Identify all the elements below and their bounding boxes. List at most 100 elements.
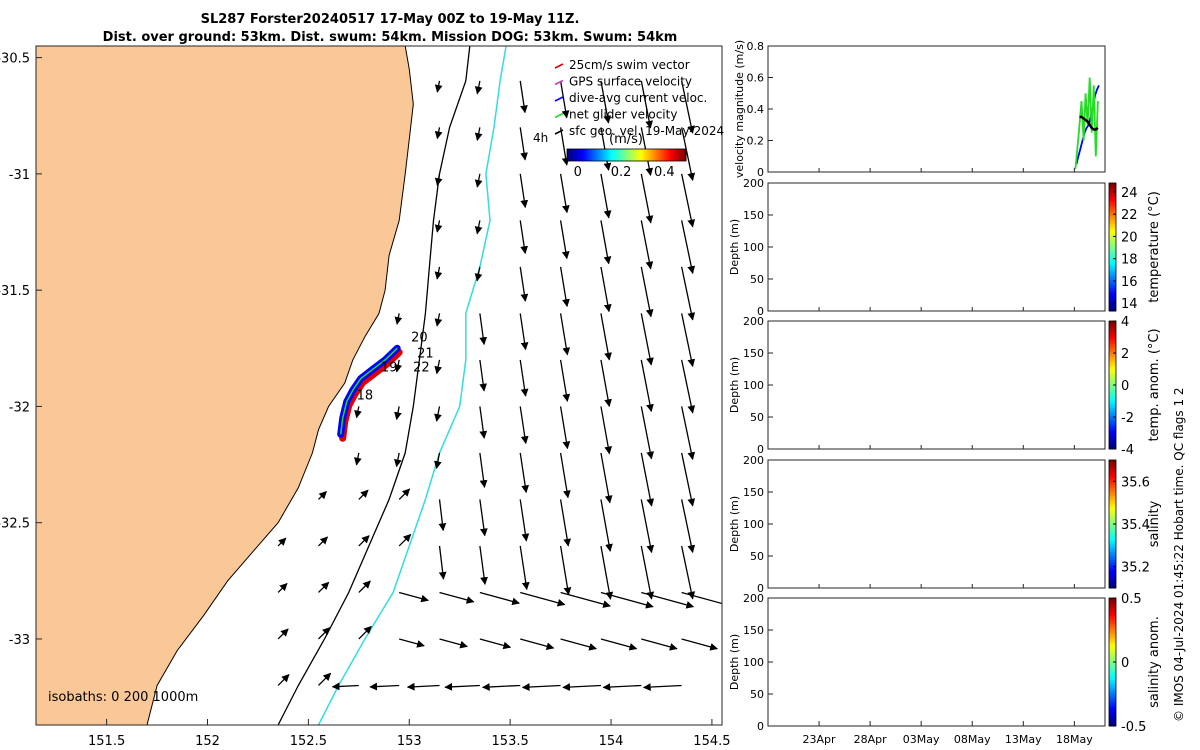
sfc-geo-vector xyxy=(600,80,612,124)
panel-colorbar-cell xyxy=(1109,554,1116,558)
panel-colorbar-cell xyxy=(1109,410,1116,414)
legend-entry: GPS surface velocity xyxy=(569,75,692,89)
sfc-geo-vector xyxy=(681,545,696,600)
map-colorbar-cell xyxy=(624,149,627,161)
panel-colorbar-cell xyxy=(1109,536,1116,540)
sfc-geo-vector xyxy=(519,127,528,161)
land-mass xyxy=(36,46,414,725)
depth-y-tick-label: 50 xyxy=(750,550,764,563)
panel-colorbar-cell xyxy=(1109,531,1116,535)
sfc-geo-vector xyxy=(519,80,528,114)
sfc-geo-vector xyxy=(681,638,718,651)
sfc-geo-vector xyxy=(681,313,696,368)
panel-colorbar-cell xyxy=(1109,567,1116,571)
panel-colorbar-cell xyxy=(1109,295,1116,299)
map-colorbar-cell xyxy=(586,149,590,161)
track-label-20: 20 xyxy=(411,330,428,345)
sfc-geo-vector xyxy=(358,625,372,640)
sfc-geo-vector xyxy=(434,127,443,140)
map-colorbar-cell xyxy=(604,149,608,161)
panel-colorbar-tick-label: 24 xyxy=(1121,186,1138,201)
sfc-geo-vector xyxy=(318,627,331,640)
panel-colorbar-cell xyxy=(1109,226,1116,230)
panel-colorbar-cell xyxy=(1109,628,1116,632)
sfc-geo-vector xyxy=(331,682,359,691)
sfc-geo-vector xyxy=(559,173,570,214)
panel-temperature-box xyxy=(767,182,1106,312)
panel-colorbar-cell xyxy=(1109,328,1116,332)
sfc-geo-vector xyxy=(640,545,655,600)
panel-colorbar-cell xyxy=(1109,262,1116,266)
panel-colorbar-cell xyxy=(1109,506,1116,510)
sfc-geo-vector xyxy=(438,499,447,532)
panel-colorbar-cell xyxy=(1109,275,1116,279)
sfc-geo-vector xyxy=(681,452,696,507)
panel-colorbar-cell xyxy=(1109,598,1116,602)
panel-colorbar-cell xyxy=(1109,387,1116,391)
panel-colorbar-cell xyxy=(1109,408,1116,412)
panel-colorbar-cell xyxy=(1109,423,1116,427)
map-colorbar-cell xyxy=(654,149,657,161)
velocity-series-line xyxy=(1075,85,1100,165)
panel-colorbar-cell xyxy=(1109,364,1116,368)
map-colorbar-cell xyxy=(668,149,671,161)
sfc-geo-vector xyxy=(519,220,529,255)
sfc-geo-vector xyxy=(318,490,327,500)
map-colorbar-cell xyxy=(576,149,580,161)
panel-colorbar-cell xyxy=(1109,651,1116,655)
panel-colorbar-cell xyxy=(1109,413,1116,417)
depth-y-tick-label: 200 xyxy=(743,177,764,190)
panel-colorbar-tick-label: -0.5 xyxy=(1121,720,1146,735)
depth-y-tick-label: 200 xyxy=(743,454,764,467)
velocity-series-line xyxy=(1074,77,1099,169)
sfc-geo-vector xyxy=(399,591,429,603)
panel-colorbar-cell xyxy=(1109,346,1116,350)
sfc-geo-vector xyxy=(560,591,611,608)
velocity-series-line xyxy=(1079,115,1099,131)
panel-colorbar-cell xyxy=(1109,702,1116,707)
legend-swatch xyxy=(554,79,564,86)
panel-colorbar-cell xyxy=(1109,541,1116,545)
panel-colorbar-cell xyxy=(1109,631,1116,635)
panel-colorbar-cell xyxy=(1109,282,1116,286)
map-colorbar-cell xyxy=(578,149,582,161)
depth-ylabel: Depth (m) xyxy=(728,634,741,690)
map-colorbar-cell xyxy=(676,149,679,161)
sfc-geo-vector xyxy=(398,533,412,547)
panel-colorbar-cell xyxy=(1109,333,1116,337)
panel-colorbar-cell xyxy=(1109,359,1116,363)
panel-colorbar-cell xyxy=(1109,326,1116,330)
panel-colorbar-cell xyxy=(1109,420,1116,424)
panel-colorbar-cell xyxy=(1109,674,1116,678)
panel-colorbar-tick-label: 35.6 xyxy=(1121,475,1150,490)
map-content xyxy=(36,46,722,725)
sfc-geo-vector xyxy=(600,545,614,600)
sfc-geo-vector xyxy=(369,682,400,691)
panel-colorbar-label: temp. anom. (°C) xyxy=(1147,328,1162,441)
sfc-geo-vector xyxy=(562,683,601,691)
scale-label: 4h xyxy=(533,131,548,145)
sfc-geo-vector xyxy=(559,499,571,547)
panel-colorbar-cell xyxy=(1109,372,1116,376)
map-colorbar-cell xyxy=(592,149,596,161)
panel-colorbar-tick-label: 20 xyxy=(1121,230,1138,245)
panel-colorbar-cell xyxy=(1109,190,1116,194)
panel-colorbar-tick-label: -4 xyxy=(1121,443,1134,458)
sfc-geo-vector xyxy=(318,536,329,547)
map-colorbar-label: (m/s) xyxy=(609,132,643,147)
map-colorbar-cell xyxy=(616,149,620,161)
sfc-geo-vector xyxy=(600,499,613,552)
panel-colorbar-frame xyxy=(1108,182,1117,312)
sfc-geo-vector xyxy=(354,406,362,419)
panel-colorbar-cell xyxy=(1109,382,1116,386)
velocity-y-tick-label: 0.8 xyxy=(747,40,765,53)
panel-colorbar-cell xyxy=(1109,259,1116,263)
panel-colorbar-cell xyxy=(1109,715,1116,719)
sfc-geo-vector xyxy=(318,581,330,593)
depth-y-tick-label: 0 xyxy=(757,582,764,595)
sfc-geo-vector xyxy=(681,127,696,181)
map-colorbar-cell xyxy=(640,149,643,161)
sfc-geo-vector xyxy=(481,683,521,691)
panel-colorbar-cell xyxy=(1109,679,1116,683)
